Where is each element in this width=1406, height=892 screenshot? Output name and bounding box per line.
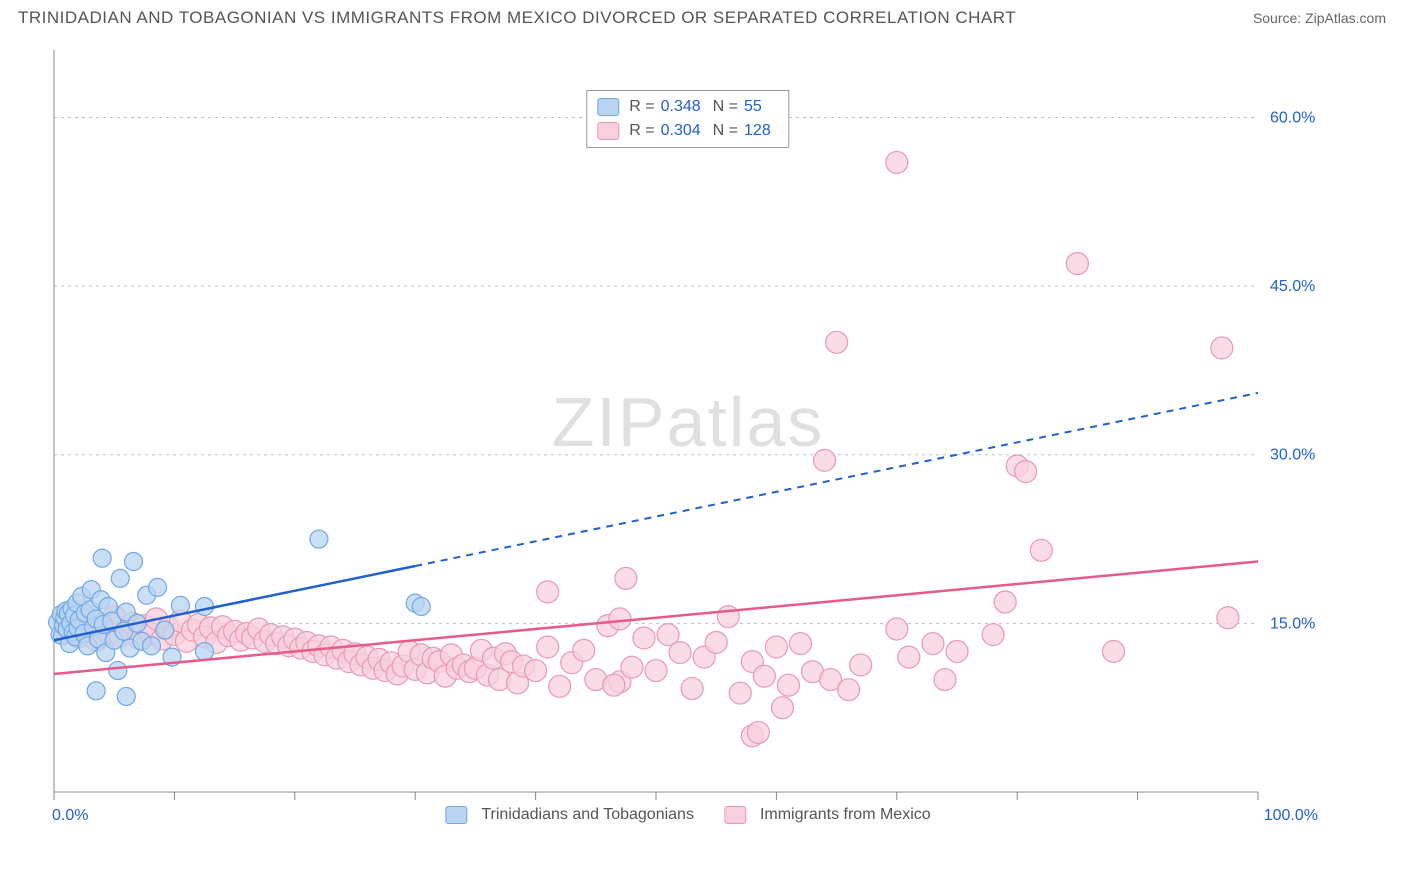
legend-item-tt: Trinidadians and Tobagonians [445, 806, 694, 824]
swatch-mx-bottom [724, 806, 746, 824]
svg-text:0.0%: 0.0% [52, 807, 88, 824]
correlation-legend: R = 0.348 N = 55 R = 0.304 N = 128 [586, 90, 789, 148]
r-value-mx: 0.304 [661, 119, 701, 143]
svg-text:100.0%: 100.0% [1264, 807, 1318, 824]
svg-text:15.0%: 15.0% [1270, 615, 1315, 632]
chart-plot: 15.0%30.0%45.0%60.0%0.0%100.0% ZIPatlas … [48, 44, 1328, 832]
legend-row-tt: R = 0.348 N = 55 [597, 95, 778, 119]
n-value-tt: 55 [744, 95, 762, 119]
svg-text:30.0%: 30.0% [1270, 447, 1315, 464]
svg-text:60.0%: 60.0% [1270, 109, 1315, 126]
series-label-mx: Immigrants from Mexico [760, 806, 931, 824]
swatch-tt-bottom [445, 806, 467, 824]
n-value-mx: 128 [744, 119, 771, 143]
series-label-tt: Trinidadians and Tobagonians [481, 806, 694, 824]
chart-title: TRINIDADIAN AND TOBAGONIAN VS IMMIGRANTS… [18, 8, 1016, 28]
legend-item-mx: Immigrants from Mexico [724, 806, 931, 824]
series-legend: Trinidadians and Tobagonians Immigrants … [445, 806, 930, 824]
swatch-tt [597, 98, 619, 116]
svg-text:45.0%: 45.0% [1270, 278, 1315, 295]
legend-row-mx: R = 0.304 N = 128 [597, 119, 778, 143]
source-label: Source: ZipAtlas.com [1253, 10, 1386, 26]
r-value-tt: 0.348 [661, 95, 701, 119]
swatch-mx [597, 122, 619, 140]
